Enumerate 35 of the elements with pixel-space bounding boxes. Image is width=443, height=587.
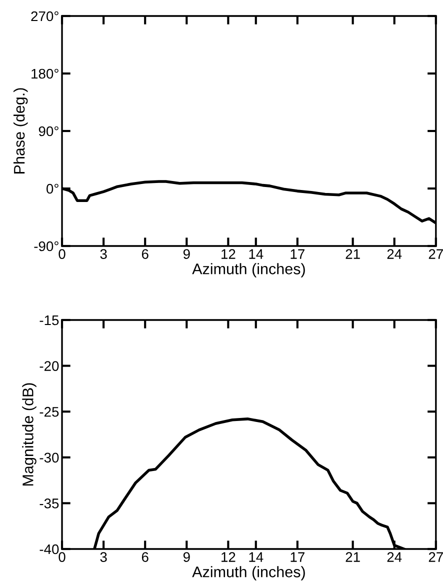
- x-tick-label: 27: [428, 249, 443, 259]
- x-tick-label: 3: [100, 249, 107, 259]
- x-tick-label: 24: [387, 552, 402, 562]
- y-tick-label: 0°: [46, 184, 58, 194]
- x-tick-label: 0: [58, 552, 66, 562]
- x-tick-label: 9: [183, 249, 190, 259]
- y-tick-label: 90°: [38, 126, 58, 136]
- x-tick-label: 0: [58, 249, 66, 259]
- y-axis-title: Phase (deg.): [14, 88, 28, 174]
- x-tick-label: 6: [142, 552, 148, 562]
- x-tick-label: 17: [290, 249, 304, 259]
- x-tick-label: 21: [346, 249, 360, 259]
- x-tick-label: 14: [249, 552, 264, 562]
- y-tick-label: -20: [40, 361, 59, 371]
- x-tick-label: 9: [183, 552, 190, 562]
- x-tick-label: 12: [222, 249, 236, 259]
- y-tick-label: -40: [40, 544, 59, 554]
- x-axis-title: Azimuth (inches): [192, 566, 305, 580]
- y-tick-label: -35: [40, 498, 59, 508]
- x-tick-label: 21: [346, 552, 360, 562]
- y-tick-label: 270°: [31, 11, 58, 22]
- y-axis-title: Magnitude (dB): [22, 383, 36, 486]
- y-tick-label: 180°: [32, 68, 58, 79]
- x-tick-label: 3: [100, 552, 107, 562]
- y-tick-label: -30: [40, 452, 59, 463]
- x-tick-label: 17: [290, 552, 304, 562]
- x-tick-label: 27: [428, 552, 443, 562]
- x-tick-label: 14: [249, 249, 264, 259]
- y-tick-label: -15: [40, 315, 59, 326]
- x-axis-title: Azimuth (inches): [192, 263, 305, 278]
- x-tick-label: 6: [142, 249, 148, 259]
- x-tick-label: 24: [387, 249, 402, 259]
- y-tick-label: -90°: [34, 241, 58, 252]
- y-tick-label: -25: [40, 406, 59, 417]
- x-tick-label: 12: [222, 552, 236, 562]
